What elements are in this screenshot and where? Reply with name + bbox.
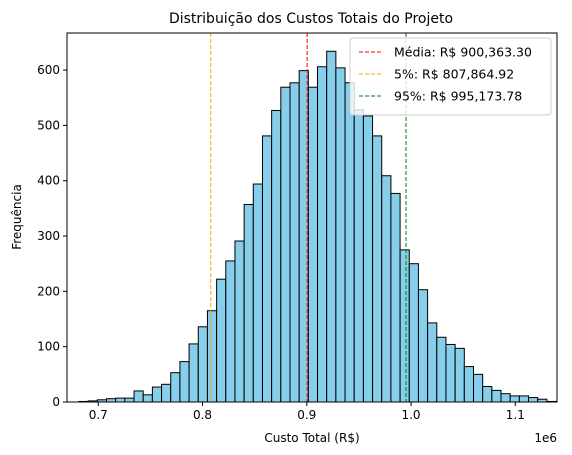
histogram-bar [528,397,539,403]
histogram-bar [362,115,374,403]
x-axis-offset-label: 1e6 [534,431,557,445]
histogram-bar [271,109,282,403]
bars-group [78,50,557,403]
x-tick-label: 1.1 [506,408,525,422]
histogram-bar [436,336,447,403]
x-tick-label: 0.7 [89,408,108,422]
histogram-bar [482,386,493,403]
legend: Média: R$ 900,363.30 5%: R$ 807,864.92 95%… [349,37,552,116]
histogram-bar [472,373,484,403]
y-tick-label: 300 [37,229,60,243]
histogram-bar [151,386,163,403]
y-tick-label: 600 [37,63,60,77]
histogram-bar [179,361,190,403]
y-tick-label: 200 [37,284,60,298]
histogram-bar [491,389,502,403]
histogram-bar [234,240,245,403]
x-tick-label: 0.9 [297,408,316,422]
histogram-bar [509,395,520,403]
histogram-bar [289,82,300,403]
chart-title: Distribuição dos Custos Totais do Projet… [169,11,453,27]
histogram-bar [252,183,263,403]
histogram-bar [124,397,135,403]
y-axis-label: Frequência [10,184,24,250]
legend-box [349,37,552,116]
histogram-bar [463,366,474,403]
histogram-bar [408,263,419,403]
histogram-bar [261,135,273,403]
histogram-bar [280,86,291,403]
histogram-bar [335,67,346,403]
histogram-bar [454,347,465,403]
histogram-bar [427,322,438,403]
histogram-bar [353,109,364,403]
histogram-bar [216,278,227,403]
histogram-bar [518,395,530,403]
histogram-bar [381,175,392,403]
legend-entry-label: 95%: R$ 995,173.78 [394,89,522,104]
histogram-bar [500,393,511,403]
x-axis-ticks: 0.7 0.8 0.9 1.0 1.1 [89,402,525,422]
legend-entry-label: 5%: R$ 807,864.92 [394,67,514,82]
y-axis-ticks: 0 100 200 300 400 500 600 [37,63,67,409]
histogram-bar [206,310,218,403]
histogram-bar [307,86,319,403]
y-tick-label: 500 [37,118,60,132]
histogram-bar [344,82,355,403]
histogram-bar [133,390,144,403]
histogram-bar [372,135,383,403]
x-axis-label: Custo Total (R$) [264,431,359,445]
x-tick-label: 1.0 [401,408,420,422]
histogram-bar [188,343,199,403]
y-tick-label: 400 [37,174,60,188]
histogram-bar [243,204,254,403]
y-tick-label: 0 [52,395,60,409]
histogram-bar [197,326,208,403]
histogram-bar [225,260,236,403]
histogram-bar [161,383,172,403]
histogram-bar [170,372,181,403]
plot-frame [66,32,558,403]
histogram-bar [142,394,153,403]
histogram-bar [115,397,126,403]
legend-entry-label: Média: R$ 900,363.30 [394,45,532,60]
histogram-bar [390,192,401,403]
histogram-bar [317,66,328,403]
histogram-bar [417,289,429,403]
x-tick-label: 0.8 [193,408,212,422]
y-tick-label: 100 [37,340,60,354]
histogram-bar [326,50,337,403]
histogram-bar [399,249,410,403]
histogram-bar [445,343,456,403]
